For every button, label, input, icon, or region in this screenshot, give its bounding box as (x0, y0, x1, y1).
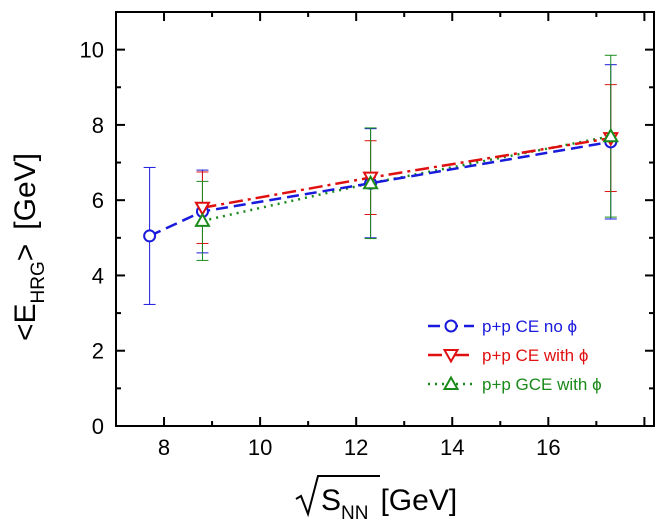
x-tick-label: 12 (344, 435, 368, 460)
x-axis-title-unit: [GeV] (380, 484, 457, 517)
data-point (602, 127, 619, 143)
legend-entry: p+p GCE with ϕ (428, 375, 602, 394)
x-tick-label: 16 (536, 435, 560, 460)
legend-marker (442, 375, 460, 390)
legend-label: p+p CE with ϕ (482, 346, 588, 365)
x-axis-title-sub: NN (341, 503, 368, 524)
series-line (149, 140, 611, 238)
y-tick-label: 2 (92, 339, 104, 364)
y-tick-label: 4 (92, 263, 104, 288)
legend-entry: p+p CE no ϕ (428, 317, 577, 336)
data-point (143, 229, 157, 243)
y-axis-title-main: <E (9, 303, 42, 341)
y-tick-label: 0 (92, 414, 104, 439)
series-line (202, 134, 612, 223)
y-tick-label: 6 (92, 188, 104, 213)
x-axis-title-main: S (321, 484, 341, 517)
legend-label: p+p CE no ϕ (482, 317, 577, 336)
data-point (194, 212, 211, 227)
data-point (362, 174, 379, 190)
y-tick-label: 8 (92, 113, 104, 138)
y-tick-label: 10 (80, 38, 104, 63)
legend-entry: p+p CE with ϕ (428, 346, 588, 365)
legend-marker (444, 319, 458, 333)
data-point (194, 201, 211, 217)
y-axis-title-sub: HRG (28, 261, 49, 303)
sqrt-symbol (295, 475, 380, 518)
x-tick-label: 14 (440, 435, 464, 460)
legend: p+p CE no ϕ p+p CE with ϕ p+p GCE with ϕ (428, 317, 602, 394)
plot-content (143, 54, 619, 305)
y-axis-title-unit: [GeV] (9, 153, 42, 230)
axes: 8 10 12 14 16 0 2 4 6 8 10 (80, 11, 655, 460)
svg-text:<EHRG>[GeV]: <EHRG> [GeV] (9, 153, 49, 341)
x-tick-label: 8 (158, 435, 170, 460)
legend-marker (442, 349, 460, 364)
y-axis-title: <EHRG> [GeV] (9, 153, 49, 341)
plot-frame (115, 11, 655, 427)
legend-label: p+p GCE with ϕ (482, 375, 602, 394)
y-axis-title-close: > (9, 244, 42, 262)
svg-text:SNN[GeV]: SNN [GeV] (321, 484, 457, 524)
x-tick-label: 10 (248, 435, 272, 460)
x-axis-title: SNN [GeV] (295, 475, 457, 524)
